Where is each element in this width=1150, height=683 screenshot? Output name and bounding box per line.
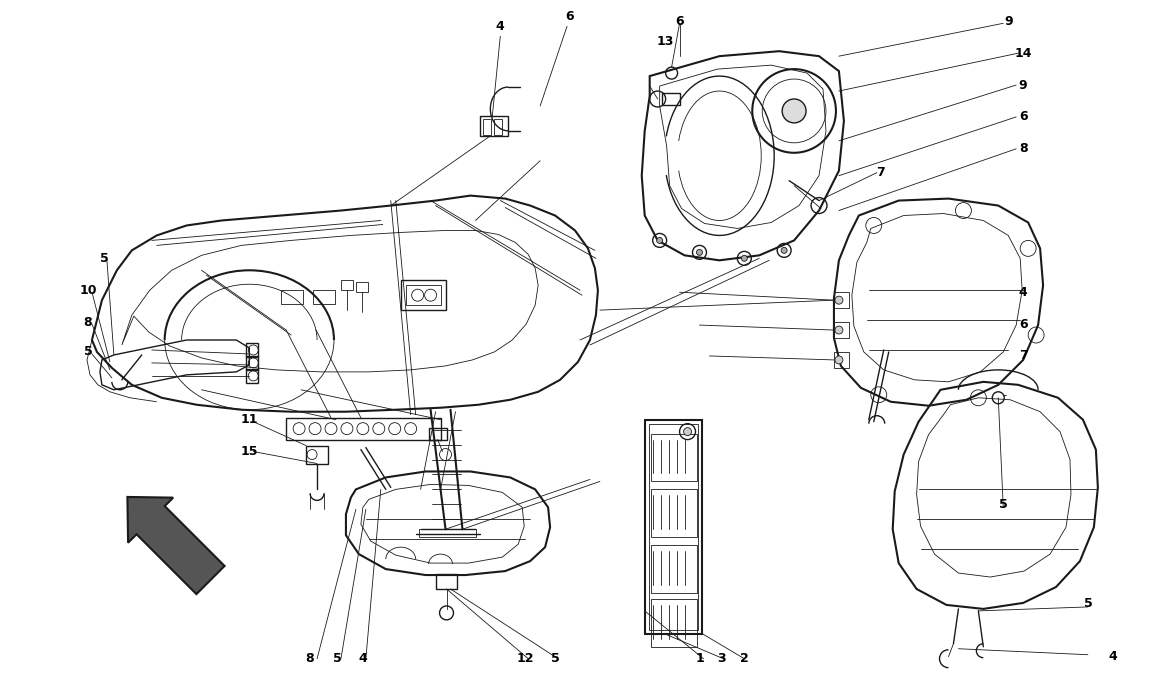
Text: 5: 5: [551, 652, 559, 665]
Bar: [436, 574, 458, 589]
Text: 5: 5: [1083, 598, 1092, 611]
Bar: [651, 434, 697, 482]
Circle shape: [781, 247, 787, 253]
Bar: [834, 352, 849, 368]
Text: 7: 7: [876, 166, 886, 179]
Bar: [494, 119, 503, 135]
Bar: [246, 343, 259, 357]
Text: 4: 4: [1109, 650, 1117, 663]
Bar: [400, 280, 445, 310]
Bar: [313, 290, 335, 304]
Text: 5: 5: [84, 346, 92, 359]
Bar: [246, 356, 259, 370]
Bar: [340, 280, 353, 290]
Bar: [246, 369, 259, 383]
Text: 12: 12: [516, 652, 534, 665]
Text: 4: 4: [496, 20, 505, 33]
Circle shape: [835, 356, 843, 364]
Text: 3: 3: [718, 652, 726, 665]
Text: 9: 9: [1004, 15, 1012, 28]
Bar: [419, 529, 476, 538]
Bar: [651, 599, 697, 647]
Circle shape: [742, 255, 748, 262]
Text: 6: 6: [1019, 111, 1027, 124]
Bar: [481, 116, 508, 136]
Text: 5: 5: [999, 498, 1007, 511]
Text: 9: 9: [1019, 79, 1027, 92]
Text: 15: 15: [240, 445, 258, 458]
Bar: [429, 428, 446, 440]
Circle shape: [657, 238, 662, 243]
Bar: [649, 423, 698, 630]
Text: 6: 6: [1019, 318, 1027, 331]
Text: 8: 8: [1019, 142, 1027, 155]
Circle shape: [782, 99, 806, 123]
Text: 6: 6: [566, 10, 574, 23]
Bar: [306, 445, 328, 464]
Bar: [661, 93, 680, 105]
Text: 10: 10: [79, 283, 97, 296]
Circle shape: [697, 249, 703, 255]
Bar: [355, 282, 368, 292]
Text: 4: 4: [1019, 285, 1028, 298]
Text: 7: 7: [1019, 350, 1028, 363]
Bar: [834, 292, 849, 308]
Bar: [651, 490, 697, 538]
Bar: [406, 285, 440, 305]
Bar: [651, 545, 697, 593]
Text: 13: 13: [657, 35, 674, 48]
Text: 11: 11: [240, 413, 258, 426]
Bar: [286, 418, 440, 440]
Bar: [483, 119, 491, 135]
Text: 5: 5: [100, 252, 108, 265]
Polygon shape: [128, 497, 224, 594]
Text: 2: 2: [739, 652, 749, 665]
Bar: [834, 322, 849, 338]
Text: 14: 14: [1014, 46, 1032, 59]
Bar: [282, 290, 304, 304]
Text: 8: 8: [305, 652, 314, 665]
Text: 6: 6: [675, 15, 684, 28]
Circle shape: [835, 296, 843, 304]
Circle shape: [683, 428, 691, 436]
Bar: [645, 419, 703, 634]
Text: 5: 5: [332, 652, 342, 665]
Circle shape: [835, 326, 843, 334]
Text: 4: 4: [359, 652, 367, 665]
Text: 8: 8: [84, 316, 92, 329]
Text: 1: 1: [695, 652, 704, 665]
